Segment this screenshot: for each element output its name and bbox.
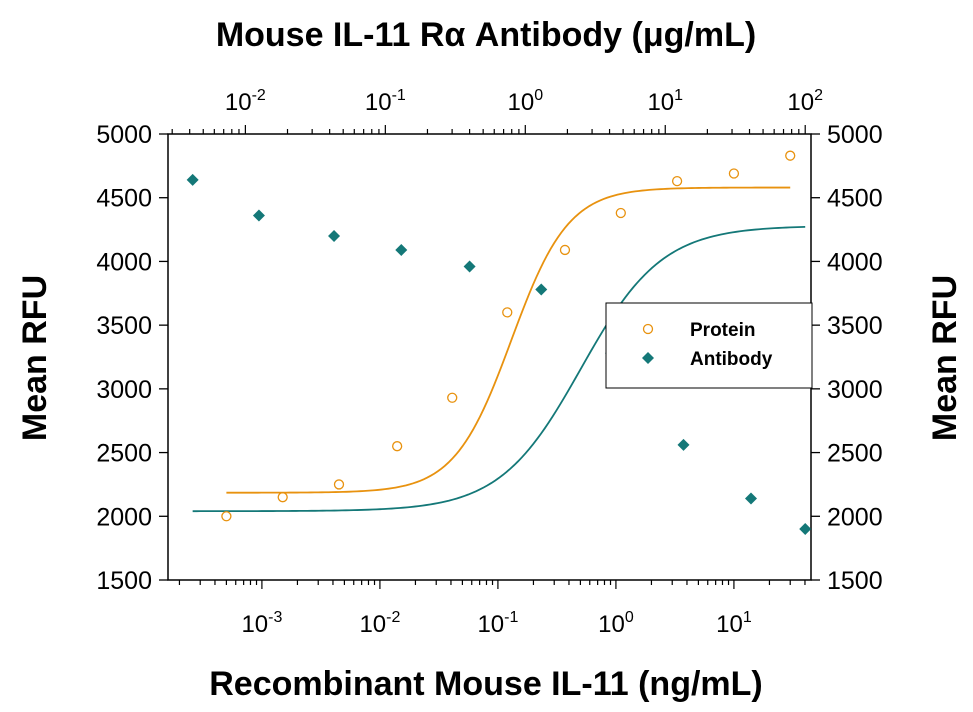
bottom-axis-tick-exponent: -1 — [504, 609, 518, 626]
antibody-fit-curve — [192, 225, 806, 513]
x-axis-label: Recombinant Mouse IL-11 (ng/mL) — [209, 665, 762, 703]
bottom-axis-tick-base: 10 — [716, 611, 743, 638]
protein-data-point — [559, 244, 571, 256]
top-axis-tick-label: 10-1 — [365, 87, 406, 116]
antibody-data-point — [395, 243, 408, 256]
y-tick-label-left: 5000 — [96, 121, 152, 149]
antibody-data-point — [535, 283, 548, 296]
protein-data-point — [277, 492, 288, 503]
bottom-axis-tick-exponent: 0 — [625, 609, 634, 626]
top-axis-tick-base: 10 — [365, 89, 392, 116]
y-tick-label-right: 1500 — [827, 567, 883, 595]
y-tick-label-left: 4000 — [96, 248, 152, 276]
axes: 1500 1500 2000 2000 2500 2500 3000 3000 3500 3500… — [96, 87, 882, 638]
legend-antibody-marker — [642, 352, 654, 364]
y-tick-label-right: 2500 — [827, 440, 883, 468]
antibody-data-point — [745, 492, 758, 505]
protein-data-point — [615, 207, 626, 219]
bottom-axis-tick-label: 10-2 — [359, 609, 400, 638]
protein-data-point — [785, 150, 796, 161]
y-tick-label-right: 4500 — [827, 185, 883, 213]
y-tick-label-left: 3000 — [96, 376, 152, 404]
y-tick-label-right: 3000 — [827, 376, 883, 404]
antibody-data-point — [799, 523, 812, 536]
y-tick-label-right: 4000 — [827, 248, 883, 276]
bottom-axis-tick-exponent: -3 — [268, 609, 282, 626]
y-tick-label-left: 2000 — [96, 503, 152, 531]
y-tick-label-right: 2000 — [827, 503, 883, 531]
antibody-data-point — [186, 173, 199, 186]
protein-fit-curve — [226, 186, 791, 494]
bottom-axis-tick-label: 10-3 — [241, 609, 282, 638]
legend-protein-marker — [642, 323, 654, 335]
y-axis-label-left: Mean RFU — [16, 275, 54, 441]
top-axis-tick-base: 10 — [507, 89, 534, 116]
top-axis-tick-exponent: -2 — [252, 87, 266, 104]
bottom-axis-tick-base: 10 — [598, 611, 625, 638]
protein-data-point — [333, 479, 345, 490]
y-tick-label-right: 5000 — [827, 121, 883, 149]
bottom-axis-tick-label: 100 — [598, 609, 634, 638]
y-tick-label-left: 3500 — [96, 312, 152, 340]
y-axis-label-right: Mean RFU — [926, 275, 964, 441]
y-tick-label-left: 1500 — [96, 567, 152, 595]
protein-data-point — [447, 392, 458, 403]
bottom-axis-tick-label: 10-1 — [477, 609, 518, 638]
bottom-axis-tick-base: 10 — [477, 611, 504, 638]
top-axis-tick-label: 102 — [787, 87, 823, 116]
top-axis-tick-base: 10 — [225, 89, 252, 116]
top-axis-tick-exponent: -1 — [392, 87, 406, 104]
protein-data-point — [728, 168, 740, 179]
protein-data-point — [502, 307, 513, 318]
fit-curves — [192, 186, 806, 513]
bottom-axis-tick-exponent: 1 — [743, 609, 752, 626]
top-axis-tick-base: 10 — [787, 89, 814, 116]
top-axis-tick-label: 100 — [507, 87, 543, 116]
bottom-axis-tick-base: 10 — [359, 611, 386, 638]
y-tick-label-left: 4500 — [96, 185, 152, 213]
protein-data-point — [671, 175, 683, 187]
y-tick-label-right: 3500 — [827, 312, 883, 340]
top-axis-tick-exponent: 0 — [534, 87, 543, 104]
top-axis-tick-label: 10-2 — [225, 87, 266, 116]
chart-title: Mouse IL-11 Rα Antibody (μg/mL) — [216, 16, 756, 54]
legend-protein-label: Protein — [690, 320, 755, 341]
antibody-data-point — [463, 260, 476, 273]
antibody-data-point — [328, 229, 341, 242]
y-tick-label-left: 2500 — [96, 440, 152, 468]
top-axis-tick-exponent: 1 — [674, 87, 683, 104]
bottom-axis-tick-base: 10 — [241, 611, 268, 638]
bottom-axis-tick-exponent: -2 — [386, 609, 400, 626]
bottom-axis-tick-label: 101 — [716, 609, 752, 638]
top-axis-tick-exponent: 2 — [814, 87, 823, 104]
legend-antibody-label: Antibody — [690, 349, 773, 370]
top-axis-tick-label: 101 — [647, 87, 683, 116]
protein-data-point — [392, 441, 403, 452]
antibody-data-point — [677, 438, 690, 451]
protein-data-point — [221, 511, 232, 522]
legend-box — [605, 302, 813, 389]
antibody-data-point — [252, 209, 265, 222]
top-axis-tick-base: 10 — [647, 89, 674, 116]
legend: Protein Antibody — [605, 302, 813, 389]
